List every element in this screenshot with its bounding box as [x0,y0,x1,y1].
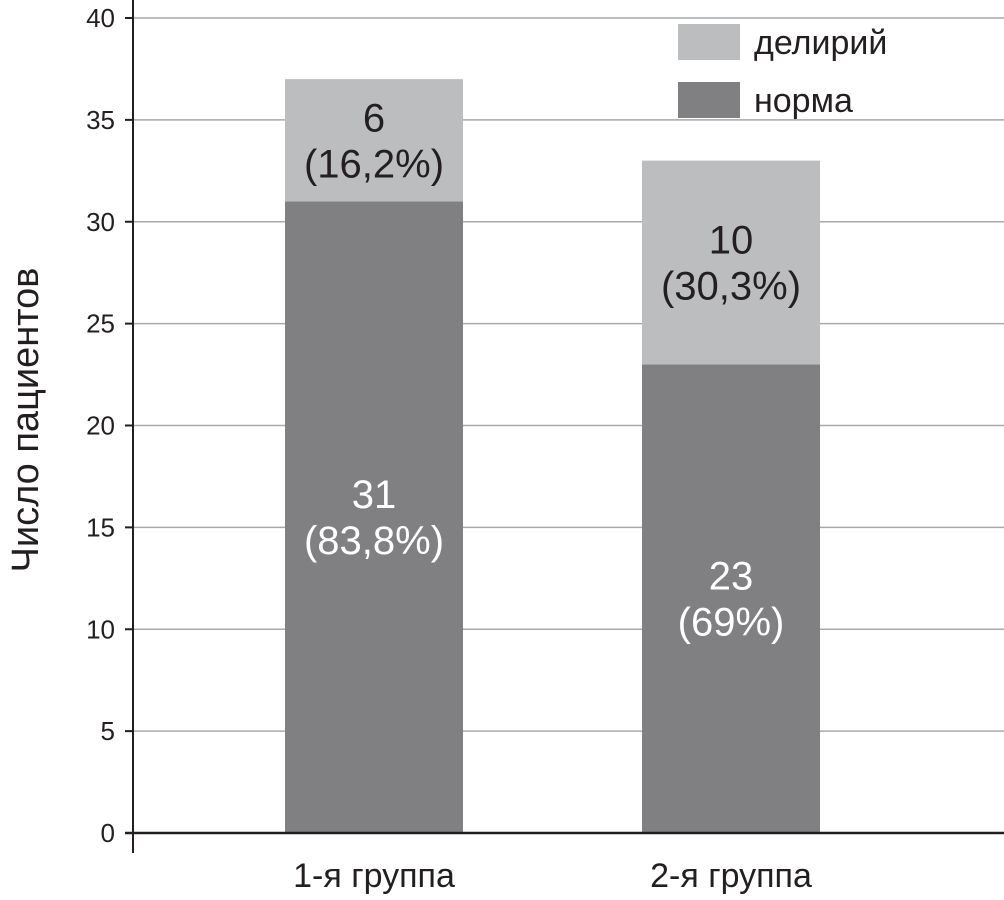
legend-swatch [678,24,740,60]
y-tick-label: 15 [86,512,115,542]
data-label: (30,3%) [661,265,801,309]
y-tick-label: 30 [86,207,115,237]
y-tick-label: 0 [101,818,115,848]
data-label: 23 [709,555,754,599]
y-tick-label: 40 [86,3,115,33]
bar-delirium [285,79,463,202]
data-label: 31 [352,473,397,517]
x-axis: 1-я группа 2-я группа [125,831,1004,895]
x-tick-label: 1-я группа [293,857,455,895]
legend-swatch [678,82,740,118]
legend-label: делирий [754,24,887,62]
data-label: 6 [363,96,385,140]
y-tick-label: 35 [86,105,115,135]
x-tick-label: 2-я группа [650,857,812,895]
bar-norma [285,201,463,833]
y-tick-label: 10 [86,614,115,644]
bar-norma [642,364,820,833]
bar-delirium [642,160,820,365]
data-label: (69%) [678,601,785,645]
data-label: (83,8%) [304,519,444,563]
y-tick-label: 5 [101,716,115,746]
legend: делирий норма [678,24,887,120]
data-labels: 31(83,8%) 6(16,2%) 23(69%) 10(30,3%) [304,96,801,644]
y-axis: 0 5 10 15 20 25 30 35 40 [86,0,134,853]
y-axis-label: Число пациентов [5,268,47,573]
y-tick-label: 25 [86,309,115,339]
y-tick-label: 20 [86,411,115,441]
data-label: (16,2%) [304,142,444,186]
bars [285,79,820,833]
data-label: 10 [709,219,754,263]
gridlines [133,17,1004,732]
legend-label: норма [754,82,853,120]
